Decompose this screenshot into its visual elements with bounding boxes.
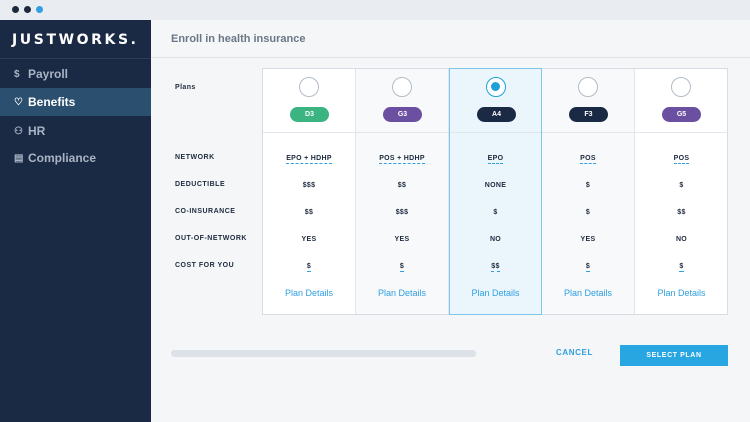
window-titlebar [0,0,750,20]
column-divider [635,132,728,133]
out-of-network-value: NO [675,236,688,243]
justworks-logo[interactable]: JUSTWORKS. [12,32,139,48]
cost-value: $ [542,263,634,272]
cost-text: $ [585,263,591,272]
cost-value: $ [635,263,728,272]
main-content: Enroll in health insurance Plans NETWORK… [151,20,750,422]
plan-badge: G3 [383,107,422,122]
row-label-cost: COST FOR YOU [175,262,235,269]
network-value: POS + HDHP [356,155,448,164]
network-value: POS [635,155,728,164]
sidebar-item-compliance[interactable]: ▤ Compliance [0,144,151,172]
progress-fill [171,350,476,357]
column-divider [450,132,541,133]
clipboard-icon: ▤ [14,152,24,164]
deductible-value: NONE [484,182,507,189]
column-divider [356,132,448,133]
sidebar-divider [0,58,151,59]
sidebar-item-hr[interactable]: ⚇ HR [0,117,151,145]
coinsurance-value: $$$ [395,209,409,216]
page-title: Enroll in health insurance [171,33,306,45]
cost-value: $ [263,263,355,272]
coinsurance-value: $$ [677,209,686,216]
plan-column-a4[interactable]: A4 EPO NONE $ NO $$ Plan Details [449,68,542,315]
select-plan-button[interactable]: SELECT PLAN [620,345,728,366]
cost-text: $ [306,263,312,272]
out-of-network-value: YES [301,236,317,243]
sidebar-item-label: Benefits [28,95,76,109]
plan-radio-g5[interactable] [671,77,691,97]
enrollment-progress-bar [171,350,476,357]
plan-badge: A4 [477,107,516,122]
cost-text: $ [399,263,405,272]
sidebar-item-label: Compliance [28,151,97,165]
row-label-out-of-network: OUT-OF-NETWORK [175,235,247,242]
deductible-value: $ [679,182,684,189]
cost-text: $$ [491,263,500,272]
heart-icon: ♡ [14,96,23,108]
out-of-network-value: YES [394,236,410,243]
row-label-network: NETWORK [175,154,215,161]
window-maximize-icon[interactable] [36,6,43,13]
plans-row-label: Plans [175,84,196,91]
network-value: POS [542,155,634,164]
plan-column-d3[interactable]: D3 EPO + HDHP $$$ $$ YES $ Plan Details [263,69,356,314]
plan-radio-f3[interactable] [578,77,598,97]
plan-comparison-table: D3 EPO + HDHP $$$ $$ YES $ Plan Details … [262,68,728,315]
cost-value: $ [356,263,448,272]
column-divider [542,132,634,133]
cost-value: $$ [450,263,541,272]
plan-details-link[interactable]: Plan Details [563,288,613,298]
row-label-deductible: DEDUCTIBLE [175,181,226,188]
network-text: EPO [487,155,504,164]
network-text: POS [673,155,690,164]
plan-badge: F3 [569,107,608,122]
plan-badge: D3 [290,107,329,122]
network-text: EPO + HDHP [286,155,332,164]
out-of-network-value: NO [489,236,502,243]
network-text: POS + HDHP [379,155,425,164]
coinsurance-value: $ [585,209,591,216]
out-of-network-value: YES [580,236,596,243]
people-icon: ⚇ [14,125,23,137]
plan-details-link[interactable]: Plan Details [471,288,520,298]
plan-column-g5[interactable]: G5 POS $ $$ NO $ Plan Details [635,69,728,314]
plan-column-f3[interactable]: F3 POS $ $ YES $ Plan Details [542,69,635,314]
sidebar-item-benefits[interactable]: ♡ Benefits [0,88,151,116]
deductible-value: $$ [397,182,407,189]
cost-text: $ [679,263,684,272]
network-value: EPO + HDHP [263,155,355,164]
page-header: Enroll in health insurance [151,20,750,58]
column-divider [263,132,355,133]
coinsurance-value: $$ [304,209,314,216]
dollar-icon: $ [14,68,20,80]
cancel-button[interactable]: CANCEL [556,348,593,357]
coinsurance-value: $ [493,209,498,216]
plan-details-link[interactable]: Plan Details [657,288,706,298]
plan-details-link[interactable]: Plan Details [377,288,427,298]
plan-badge: G5 [662,107,701,122]
row-label-coinsurance: CO-INSURANCE [175,208,236,215]
sidebar-item-label: Payroll [28,67,69,81]
deductible-value: $$$ [302,182,316,189]
window-minimize-icon[interactable] [24,6,31,13]
deductible-value: $ [585,182,591,189]
plan-details-link[interactable]: Plan Details [284,288,334,298]
plan-radio-d3[interactable] [299,77,319,97]
sidebar-item-label: HR [28,124,46,138]
network-text: POS [580,155,596,164]
plan-radio-a4[interactable] [486,77,506,97]
plan-radio-g3[interactable] [392,77,412,97]
window-close-icon[interactable] [12,6,19,13]
sidebar-item-payroll[interactable]: $ Payroll [0,60,151,88]
network-value: EPO [450,155,541,164]
sidebar: JUSTWORKS. $ Payroll ♡ Benefits ⚇ HR ▤ C… [0,20,151,422]
plan-column-g3[interactable]: G3 POS + HDHP $$ $$$ YES $ Plan Details [356,69,449,314]
